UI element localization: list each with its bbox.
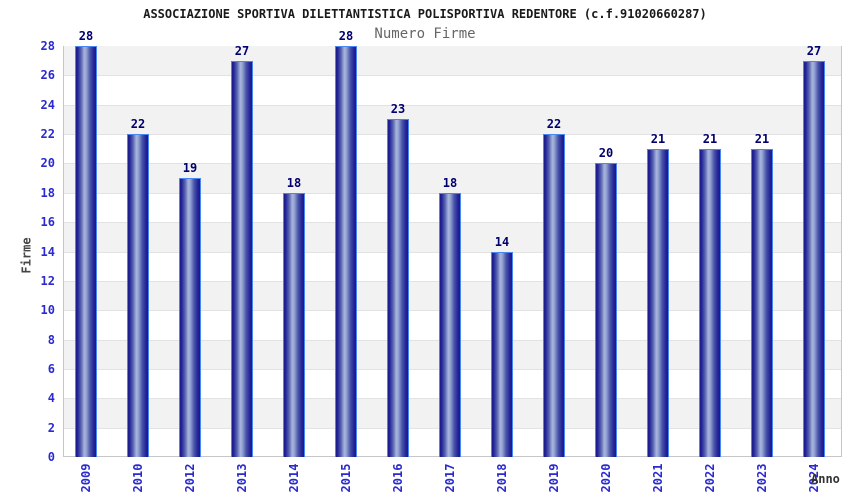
x-tick-label: 2023 (755, 463, 769, 493)
x-tick-label: 2014 (287, 463, 301, 493)
x-tick-label: 2016 (391, 463, 405, 493)
bar-value-label: 18 (286, 176, 302, 190)
x-tick-label: 2018 (495, 463, 509, 493)
y-tick-label: 24 (40, 98, 55, 112)
y-tick-label: 10 (40, 303, 55, 317)
y-tick-label: 14 (40, 245, 55, 259)
y-axis-title: Firme (19, 237, 34, 274)
bar-value-label: 21 (754, 132, 770, 146)
bar (647, 149, 669, 457)
y-tick-label: 18 (40, 186, 55, 200)
x-tick-label: 2015 (339, 463, 353, 493)
bar-value-label: 18 (442, 176, 458, 190)
bar-value-label: 21 (702, 132, 718, 146)
bar-value-label: 23 (390, 102, 406, 116)
bar (335, 46, 357, 457)
x-tick-label: 2022 (703, 463, 717, 493)
x-tick-label: 2017 (443, 463, 457, 493)
x-tick-label: 2010 (131, 463, 145, 493)
bar (595, 163, 617, 457)
x-tick-label: 2012 (183, 463, 197, 493)
bar (491, 252, 513, 457)
bar (699, 149, 721, 457)
bar (75, 46, 97, 457)
bar-value-label: 14 (494, 235, 510, 249)
x-tick-label: 2020 (599, 463, 613, 493)
bar (387, 119, 409, 457)
grid-band (64, 105, 841, 134)
grid-band (64, 46, 841, 75)
bar-value-label: 27 (806, 44, 822, 58)
bar-value-label: 27 (234, 44, 250, 58)
bar (127, 134, 149, 457)
x-tick-label: 2013 (235, 463, 249, 493)
y-tick-label: 16 (40, 215, 55, 229)
bar (179, 178, 201, 457)
gridline (64, 163, 841, 164)
bar (803, 61, 825, 457)
bar (543, 134, 565, 457)
y-tick-label: 22 (40, 127, 55, 141)
chart-title: ASSOCIAZIONE SPORTIVA DILETTANTISTICA PO… (143, 7, 707, 21)
bar (439, 193, 461, 457)
bar-value-label: 22 (130, 117, 146, 131)
y-tick-label: 26 (40, 68, 55, 82)
bar (231, 61, 253, 457)
y-tick-label: 12 (40, 274, 55, 288)
gridline (64, 134, 841, 135)
y-tick-label: 6 (47, 362, 55, 376)
gridline (64, 75, 841, 76)
y-tick-label: 28 (40, 39, 55, 53)
bar-value-label: 28 (78, 29, 94, 43)
x-axis-title: Anno (811, 472, 840, 486)
x-tick-label: 2019 (547, 463, 561, 493)
bar-value-label: 21 (650, 132, 666, 146)
y-tick-label: 4 (47, 391, 55, 405)
x-tick-label: 2021 (651, 463, 665, 493)
y-tick-label: 2 (47, 421, 55, 435)
bar-value-label: 19 (182, 161, 198, 175)
y-tick-label: 8 (47, 333, 55, 347)
bar-value-label: 20 (598, 146, 614, 160)
bar (283, 193, 305, 457)
x-tick-label: 2009 (79, 463, 93, 493)
y-tick-label: 20 (40, 156, 55, 170)
chart-subtitle: Numero Firme (374, 26, 476, 42)
bar (751, 149, 773, 457)
y-tick-label: 0 (47, 450, 55, 464)
gridline (64, 105, 841, 106)
bar-value-label: 28 (338, 29, 354, 43)
bar-value-label: 22 (546, 117, 562, 131)
